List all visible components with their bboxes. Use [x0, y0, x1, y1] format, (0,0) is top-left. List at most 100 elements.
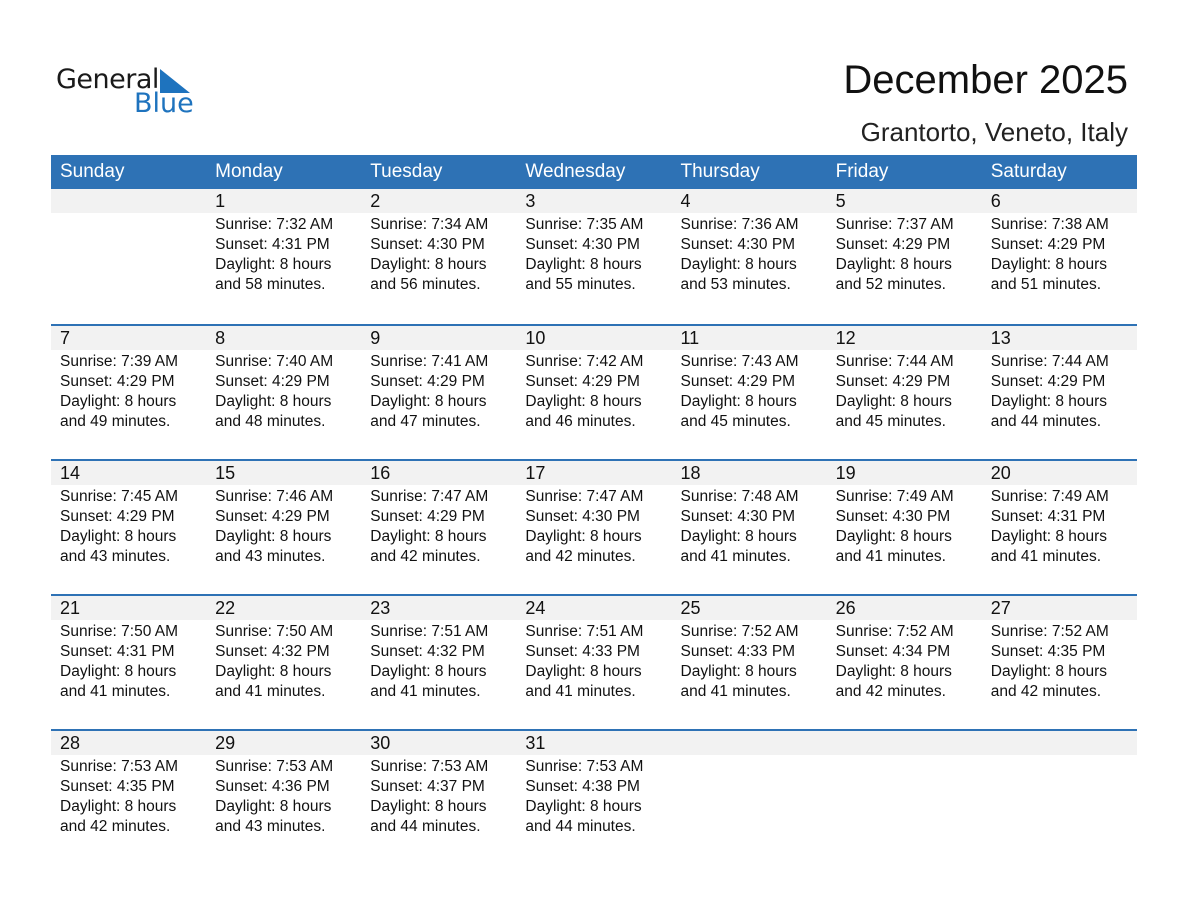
- sunrise-text: Sunrise: 7:34 AM: [370, 216, 489, 233]
- day-cell: 22 Sunrise: 7:50 AM Sunset: 4:32 PM Dayligh…: [206, 596, 361, 729]
- day-cell: 15 Sunrise: 7:46 AM Sunset: 4:29 PM Dayligh…: [206, 461, 361, 594]
- sunrise-text: Sunrise: 7:53 AM: [60, 758, 179, 775]
- daylight-minutes-text: and 56 minutes.: [370, 276, 481, 293]
- day-number: 18: [680, 463, 701, 483]
- daylight-minutes-text: and 48 minutes.: [215, 413, 326, 430]
- day-cell: 31 Sunrise: 7:53 AM Sunset: 4:38 PM Dayligh…: [516, 731, 671, 864]
- sunrise-text: Sunrise: 7:47 AM: [370, 488, 489, 505]
- sunset-text: Sunset: 4:29 PM: [215, 373, 330, 390]
- day-cell: 14 Sunrise: 7:45 AM Sunset: 4:29 PM Dayligh…: [51, 461, 206, 594]
- daylight-minutes-text: and 43 minutes.: [215, 818, 326, 835]
- sunrise-text: Sunrise: 7:32 AM: [215, 216, 334, 233]
- weekday-monday: Monday: [215, 161, 283, 182]
- week-row: 28 Sunrise: 7:53 AM Sunset: 4:35 PM Dayligh…: [51, 729, 1137, 864]
- sunrise-text: Sunrise: 7:40 AM: [215, 353, 334, 370]
- sunrise-text: Sunrise: 7:41 AM: [370, 353, 489, 370]
- day-cell: 3 Sunrise: 7:35 AM Sunset: 4:30 PM Daylight…: [516, 189, 671, 324]
- day-number-band: [51, 326, 1137, 350]
- sunrise-text: Sunrise: 7:44 AM: [990, 353, 1109, 370]
- day-number: 24: [525, 598, 546, 618]
- day-cell: 16 Sunrise: 7:47 AM Sunset: 4:29 PM Dayligh…: [361, 461, 516, 594]
- daylight-minutes-text: and 42 minutes.: [60, 818, 171, 835]
- day-number: 3: [525, 191, 536, 211]
- day-number-band: [51, 461, 1137, 485]
- day-cell: 9 Sunrise: 7:41 AM Sunset: 4:29 PM Daylight…: [361, 326, 516, 459]
- daylight-text: Daylight: 8 hours: [835, 393, 952, 410]
- daylight-minutes-text: and 58 minutes.: [215, 276, 326, 293]
- daylight-text: Daylight: 8 hours: [525, 798, 642, 815]
- daylight-text: Daylight: 8 hours: [990, 663, 1108, 680]
- sunset-text: Sunset: 4:35 PM: [60, 778, 175, 795]
- day-number: 28: [60, 733, 81, 753]
- daylight-minutes-text: and 41 minutes.: [680, 548, 791, 565]
- day-number: 17: [525, 463, 546, 483]
- sunset-text: Sunset: 4:37 PM: [370, 778, 485, 795]
- daylight-text: Daylight: 8 hours: [680, 663, 797, 680]
- sunrise-text: Sunrise: 7:42 AM: [525, 353, 644, 370]
- daylight-minutes-text: and 41 minutes.: [370, 683, 481, 700]
- daylight-text: Daylight: 8 hours: [370, 663, 487, 680]
- sunrise-text: Sunrise: 7:52 AM: [990, 623, 1109, 640]
- daylight-text: Daylight: 8 hours: [525, 393, 642, 410]
- day-cell: 30 Sunrise: 7:53 AM Sunset: 4:37 PM Dayligh…: [361, 731, 516, 864]
- daylight-text: Daylight: 8 hours: [370, 256, 487, 273]
- sunset-text: Sunset: 4:31 PM: [215, 236, 330, 253]
- day-number: 31: [525, 733, 546, 753]
- day-number-band: [51, 189, 1137, 213]
- day-number: 10: [525, 328, 546, 348]
- sunset-text: Sunset: 4:29 PM: [60, 373, 175, 390]
- daylight-minutes-text: and 41 minutes.: [215, 683, 326, 700]
- sunset-text: Sunset: 4:33 PM: [680, 643, 796, 660]
- daylight-minutes-text: and 41 minutes.: [835, 548, 946, 565]
- sunset-text: Sunset: 4:35 PM: [990, 643, 1106, 660]
- daylight-minutes-text: and 43 minutes.: [215, 548, 326, 565]
- empty-cell: [672, 731, 827, 864]
- day-number: 29: [215, 733, 236, 753]
- sunrise-text: Sunrise: 7:52 AM: [680, 623, 799, 640]
- sunset-text: Sunset: 4:30 PM: [370, 236, 485, 253]
- sunset-text: Sunset: 4:30 PM: [525, 508, 640, 525]
- daylight-minutes-text: and 42 minutes.: [525, 548, 636, 565]
- day-number: 13: [990, 328, 1011, 348]
- week-row: 21 Sunrise: 7:50 AM Sunset: 4:31 PM Dayligh…: [51, 594, 1137, 729]
- sunset-text: Sunset: 4:33 PM: [525, 643, 640, 660]
- day-cell: 25 Sunrise: 7:52 AM Sunset: 4:33 PM Dayligh…: [672, 596, 827, 729]
- daylight-text: Daylight: 8 hours: [680, 528, 797, 545]
- weekday-header: Sunday Monday Tuesday Wednesday Thursday Frid…: [51, 155, 1137, 189]
- page-title: December 2025: [843, 58, 1128, 102]
- sunset-text: Sunset: 4:29 PM: [60, 508, 175, 525]
- sunrise-text: Sunrise: 7:49 AM: [835, 488, 954, 505]
- daylight-text: Daylight: 8 hours: [215, 663, 332, 680]
- daylight-text: Daylight: 8 hours: [835, 528, 952, 545]
- daylight-minutes-text: and 41 minutes.: [525, 683, 636, 700]
- sunrise-text: Sunrise: 7:38 AM: [990, 216, 1109, 233]
- daylight-text: Daylight: 8 hours: [990, 256, 1108, 273]
- daylight-text: Daylight: 8 hours: [60, 798, 177, 815]
- day-cell: 5 Sunrise: 7:37 AM Sunset: 4:29 PM Daylight…: [827, 189, 982, 324]
- day-cell: 18 Sunrise: 7:48 AM Sunset: 4:30 PM Dayligh…: [672, 461, 827, 594]
- weekday-tuesday: Tuesday: [370, 161, 443, 182]
- week-row: 1 Sunrise: 7:32 AM Sunset: 4:31 PM Daylight…: [51, 189, 1137, 324]
- day-number: 25: [680, 598, 701, 618]
- sunrise-text: Sunrise: 7:48 AM: [680, 488, 799, 505]
- day-cell: 12 Sunrise: 7:44 AM Sunset: 4:29 PM Dayligh…: [827, 326, 982, 459]
- day-cell: 23 Sunrise: 7:51 AM Sunset: 4:32 PM Dayligh…: [361, 596, 516, 729]
- logo-text-general: General: [56, 64, 159, 95]
- day-cell: 8 Sunrise: 7:40 AM Sunset: 4:29 PM Daylight…: [206, 326, 361, 459]
- day-cell: 4 Sunrise: 7:36 AM Sunset: 4:30 PM Daylight…: [672, 189, 827, 324]
- day-number: 21: [60, 598, 81, 618]
- sunset-text: Sunset: 4:29 PM: [370, 508, 485, 525]
- daylight-minutes-text: and 41 minutes.: [60, 683, 171, 700]
- daylight-text: Daylight: 8 hours: [370, 393, 487, 410]
- day-cell: 2 Sunrise: 7:34 AM Sunset: 4:30 PM Daylight…: [361, 189, 516, 324]
- day-number: 9: [370, 328, 381, 348]
- sunset-text: Sunset: 4:29 PM: [835, 236, 951, 253]
- sunset-text: Sunset: 4:29 PM: [215, 508, 330, 525]
- sunset-text: Sunset: 4:32 PM: [215, 643, 330, 660]
- daylight-minutes-text: and 49 minutes.: [60, 413, 171, 430]
- sunrise-text: Sunrise: 7:39 AM: [60, 353, 179, 370]
- day-number: 14: [60, 463, 81, 483]
- sunrise-text: Sunrise: 7:53 AM: [370, 758, 489, 775]
- day-number: 12: [835, 328, 856, 348]
- daylight-minutes-text: and 42 minutes.: [835, 683, 946, 700]
